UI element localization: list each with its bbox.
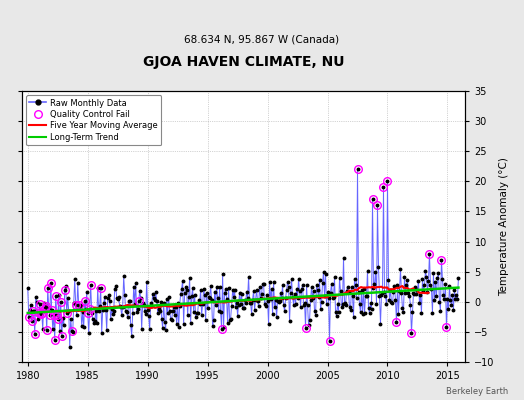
- Text: Berkeley Earth: Berkeley Earth: [446, 387, 508, 396]
- Legend: Raw Monthly Data, Quality Control Fail, Five Year Moving Average, Long-Term Tren: Raw Monthly Data, Quality Control Fail, …: [26, 95, 161, 145]
- Y-axis label: Temperature Anomaly (°C): Temperature Anomaly (°C): [499, 157, 509, 296]
- Text: 68.634 N, 95.867 W (Canada): 68.634 N, 95.867 W (Canada): [184, 34, 340, 44]
- Title: GJOA HAVEN CLIMATE, NU: GJOA HAVEN CLIMATE, NU: [143, 55, 344, 69]
